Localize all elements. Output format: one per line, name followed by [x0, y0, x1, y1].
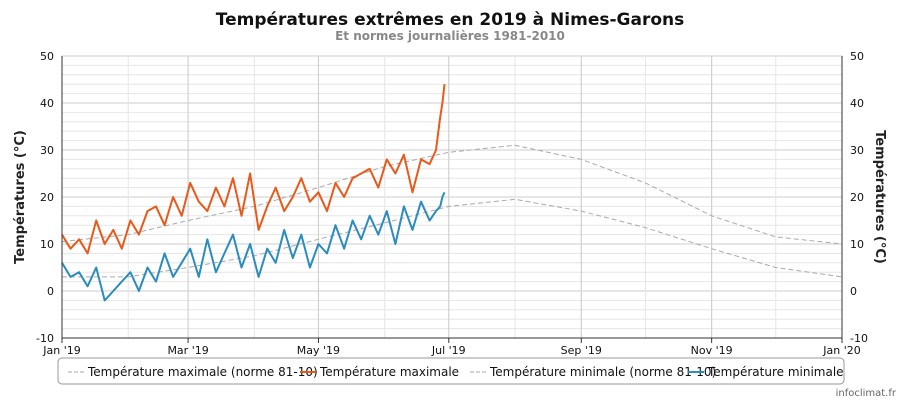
- y-tick-label-left: 20: [40, 191, 54, 204]
- x-tick-label: Mar '19: [167, 344, 208, 357]
- x-tick-label: Jan '19: [42, 344, 80, 357]
- x-tick-label: Sep '19: [561, 344, 602, 357]
- y-tick-label-right: 10: [850, 238, 864, 251]
- credit-text[interactable]: infoclimat.fr: [836, 388, 897, 399]
- series-line-2[interactable]: [62, 198, 843, 278]
- y-axis-title-right: Températures (°C): [872, 130, 887, 264]
- series-line-0[interactable]: [61, 144, 843, 245]
- y-tick-label-left: 0: [47, 285, 54, 298]
- y-tick-label-right: 40: [850, 97, 864, 110]
- y-tick-label-left: 10: [40, 238, 54, 251]
- y-tick-label-left: -10: [36, 332, 54, 345]
- x-tick-label: May '19: [297, 344, 340, 357]
- y-tick-label-left: 40: [40, 97, 54, 110]
- series-line-1[interactable]: [61, 84, 446, 255]
- grid: [61, 55, 843, 339]
- chart-subtitle: Et normes journalières 1981-2010: [335, 29, 565, 43]
- legend-box: [57, 357, 845, 385]
- chart-title: Températures extrêmes en 2019 à Nimes-Ga…: [216, 10, 685, 30]
- axes: -10 -10 0 0 10 10 20 20 30 30 40 40 50 50 Jan '19 Mar '…: [36, 50, 868, 357]
- y-tick-label-left: 50: [40, 50, 54, 63]
- series-layer: [61, 84, 843, 302]
- legend[interactable]: Température maximale (norme 81-10) Tempér…: [57, 357, 845, 385]
- y-tick-label-right: 50: [850, 50, 864, 63]
- y-tick-label-right: -10: [850, 332, 868, 345]
- legend-item-label[interactable]: Température minimale: [707, 365, 844, 379]
- series-line-3[interactable]: [61, 191, 446, 302]
- y-tick-label-right: 0: [850, 285, 857, 298]
- y-tick-label-left: 30: [40, 144, 54, 157]
- x-tick-label: Jan '20: [822, 344, 860, 357]
- y-tick-label-right: 20: [850, 191, 864, 204]
- legend-item-label[interactable]: Température maximale (norme 81-10): [87, 365, 318, 379]
- y-tick-label-right: 30: [850, 144, 864, 157]
- legend-item-label[interactable]: Température minimale (norme 81-10): [489, 365, 716, 379]
- y-axis-title-left: Températures (°C): [13, 130, 28, 264]
- x-tick-label: Nov '19: [691, 344, 733, 357]
- x-tick-label: Jul '19: [431, 344, 466, 357]
- legend-item-label[interactable]: Température maximale: [319, 365, 459, 379]
